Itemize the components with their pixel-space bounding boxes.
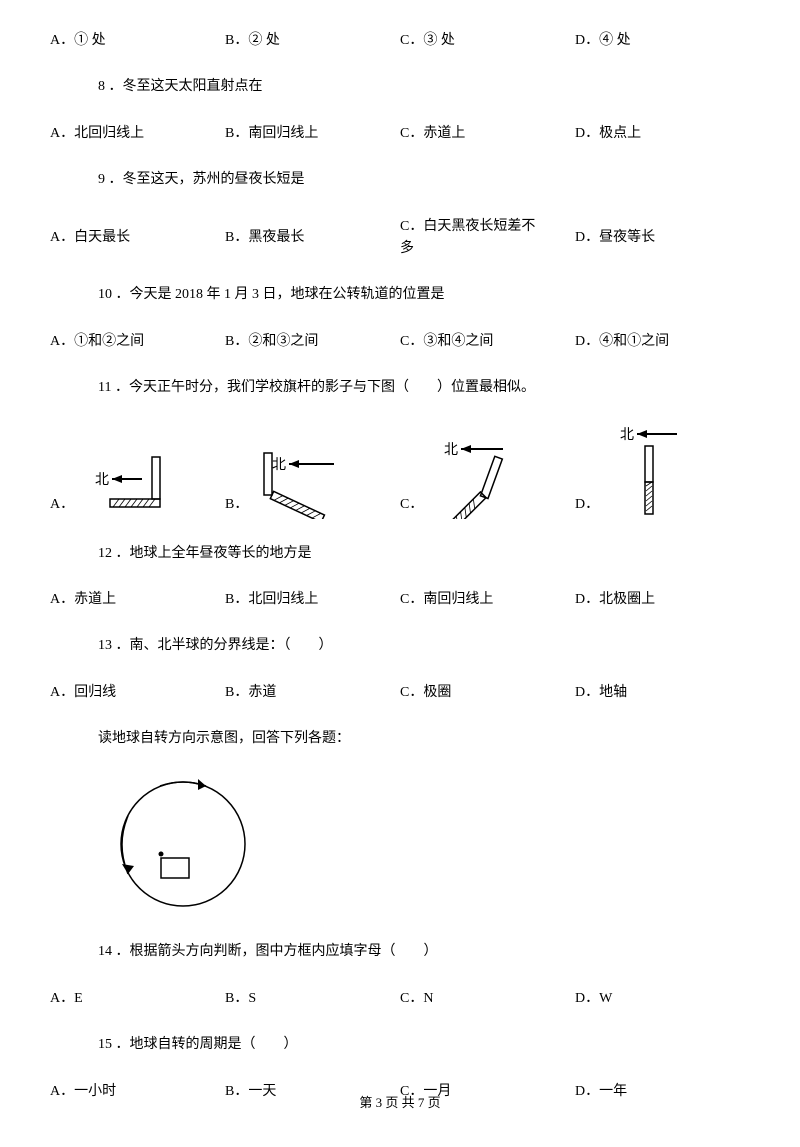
option-d: D．④和①之间	[575, 331, 750, 353]
option-c: C．南回归线上	[400, 589, 575, 611]
question-15: 15 ．地球自转的周期是（ ）	[50, 1034, 750, 1056]
svg-text:北: 北	[444, 442, 458, 458]
option-c: C．白天黑夜长短差不 多	[400, 216, 575, 261]
option-a-label: A．	[50, 494, 74, 518]
option-c-image: C． 北	[400, 434, 575, 519]
options-q10: A．①和②之间 B．②和③之间 C．③和④之间 D．④和①之间	[50, 331, 750, 353]
svg-text:北: 北	[620, 427, 634, 443]
option-c: C．赤道上	[400, 123, 575, 145]
option-d-image: D． 北	[575, 424, 750, 519]
question-14: 14 ．根据箭头方向判断，图中方框内应填字母（ ）	[50, 941, 750, 963]
option-d: D．地轴	[575, 682, 750, 704]
options-q9: A．白天最长 B．黑夜最长 C．白天黑夜长短差不 多 D．昼夜等长	[50, 216, 750, 261]
question-12: 12 ．地球上全年昼夜等长的地方是	[50, 543, 750, 565]
question-8: 8 ．冬至这天太阳直射点在	[50, 76, 750, 98]
option-b: B．②和③之间	[225, 331, 400, 353]
options-q-top: A．① 处 B．② 处 C．③ 处 D．④ 处	[50, 30, 750, 52]
option-a-image: A． 北	[50, 439, 225, 519]
option-c: C．N	[400, 988, 575, 1010]
flagpole-diagram-b: 北	[254, 439, 374, 519]
option-a: A．北回归线上	[50, 123, 225, 145]
option-c-label: C．	[400, 494, 423, 518]
flagpole-diagram-c: 北	[429, 434, 549, 519]
rotation-diagram	[98, 766, 268, 921]
options-q11-images: A． 北 B． 北	[50, 424, 750, 519]
question-9: 9 ．冬至这天，苏州的昼夜长短是	[50, 169, 750, 191]
flagpole-diagram-d: 北	[605, 424, 715, 519]
option-a: A．赤道上	[50, 589, 225, 611]
option-b: B．南回归线上	[225, 123, 400, 145]
question-10: 10 ．今天是 2018 年 1 月 3 日，地球在公转轨道的位置是	[50, 284, 750, 306]
flagpole-diagram-a: 北	[80, 439, 190, 519]
options-q12: A．赤道上 B．北回归线上 C．南回归线上 D．北极圈上	[50, 589, 750, 611]
page-footer: 第 3 页 共 7 页	[0, 1093, 800, 1114]
option-b: B．S	[225, 988, 400, 1010]
option-c: C．③和④之间	[400, 331, 575, 353]
option-d-label: D．	[575, 494, 599, 518]
option-c-line2: 多	[400, 238, 575, 260]
option-a: A．① 处	[50, 30, 225, 52]
option-c: C．极圈	[400, 682, 575, 704]
option-d: D．昼夜等长	[575, 227, 750, 249]
option-a: A．①和②之间	[50, 331, 225, 353]
option-b-label: B．	[225, 494, 248, 518]
options-q13: A．回归线 B．赤道 C．极圈 D．地轴	[50, 682, 750, 704]
options-q8: A．北回归线上 B．南回归线上 C．赤道上 D．极点上	[50, 123, 750, 145]
question-13: 13 ．南、北半球的分界线是：（ ）	[50, 635, 750, 657]
svg-text:北: 北	[272, 457, 286, 473]
options-q14: A．E B．S C．N D．W	[50, 988, 750, 1010]
option-c: C．③ 处	[400, 30, 575, 52]
option-b: B．赤道	[225, 682, 400, 704]
option-a: A．回归线	[50, 682, 225, 704]
option-d: D．W	[575, 988, 750, 1010]
option-b: B．② 处	[225, 30, 400, 52]
rotation-diagram-container	[50, 766, 750, 921]
context-14: 读地球自转方向示意图，回答下列各题：	[50, 728, 750, 750]
svg-text:北: 北	[95, 472, 109, 488]
option-b: B．黑夜最长	[225, 227, 400, 249]
option-a: A．E	[50, 988, 225, 1010]
option-a: A．白天最长	[50, 227, 225, 249]
option-c-line1: C．白天黑夜长短差不	[400, 216, 575, 238]
option-b: B．北回归线上	[225, 589, 400, 611]
option-d: D．北极圈上	[575, 589, 750, 611]
option-d: D．④ 处	[575, 30, 750, 52]
option-b-image: B． 北	[225, 439, 400, 519]
question-11: 11 ．今天正午时分，我们学校旗杆的影子与下图（ ）位置最相似。	[50, 377, 750, 399]
option-d: D．极点上	[575, 123, 750, 145]
